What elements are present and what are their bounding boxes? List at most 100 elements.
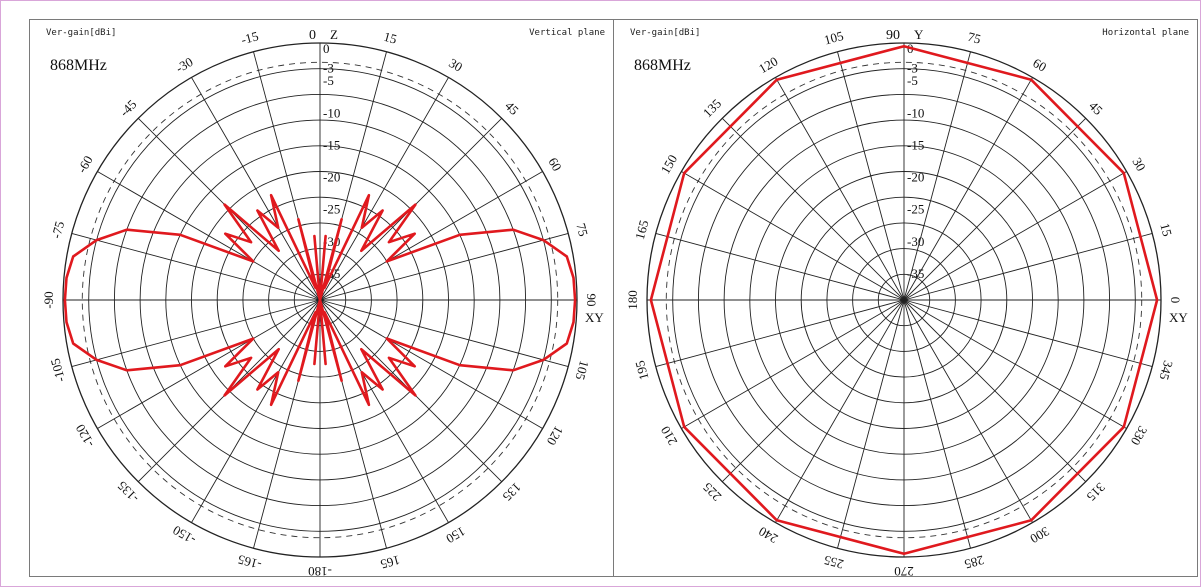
ylabel-left: Ver-gain[dBi] xyxy=(46,28,117,38)
angle-tick-label: -15 xyxy=(239,28,260,47)
grid-spoke xyxy=(837,51,905,301)
horizontal-plane-panel: Ver-gain[dBi] Horizontal plane 868MHz 75… xyxy=(613,19,1198,579)
angle-tick-label: 30 xyxy=(446,55,465,74)
angle-tick-label: 165 xyxy=(632,218,652,241)
angle-tick-label: 135 xyxy=(700,96,724,120)
angle-tick-label: 150 xyxy=(657,152,680,176)
radial-tick-label: -10 xyxy=(907,105,924,120)
axis-top-label: 0 xyxy=(309,28,316,43)
angle-tick-label: 120 xyxy=(544,424,567,448)
grid-spoke xyxy=(903,299,971,549)
angle-tick-label: -90 xyxy=(41,291,56,308)
grid-spoke xyxy=(191,77,321,301)
angle-tick-label: -120 xyxy=(72,422,97,450)
angle-tick-label: 45 xyxy=(502,98,522,118)
angle-tick-label: 255 xyxy=(822,552,845,572)
angle-tick-label: 195 xyxy=(632,359,652,382)
grid-spoke xyxy=(319,233,569,301)
grid-spoke xyxy=(191,299,321,523)
angle-tick-label: 105 xyxy=(572,359,592,382)
grid-spoke xyxy=(721,117,905,301)
angle-tick-label: -45 xyxy=(117,97,140,120)
grid-spoke xyxy=(721,299,905,483)
radial-tick-label: -25 xyxy=(323,202,340,217)
radial-tick-label: -15 xyxy=(323,137,340,152)
plane-title-right: Horizontal plane xyxy=(1102,28,1189,38)
radial-tick-label: -20 xyxy=(323,170,340,185)
plane-title-left: Vertical plane xyxy=(529,28,605,38)
vertical-plane-panel: Ver-gain[dBi] Vertical plane 868MHz 15 30… xyxy=(29,19,614,579)
vertical-plane-polar-chart: 153045607590105120135150165-180-165-150-… xyxy=(41,27,604,579)
angle-tick-label: 330 xyxy=(1128,424,1151,448)
grid-spoke xyxy=(319,299,449,523)
grid-spoke xyxy=(903,299,1127,429)
angle-tick-label: -105 xyxy=(47,357,68,384)
grid-spoke xyxy=(319,299,543,429)
angle-tick-label: 75 xyxy=(573,222,591,238)
axis-top-letter: Y xyxy=(914,27,924,42)
grid-spoke xyxy=(903,233,1153,301)
angle-tick-label: 285 xyxy=(963,552,986,572)
angle-tick-label: -75 xyxy=(48,219,67,240)
grid-spoke xyxy=(903,299,1033,523)
grid-spoke xyxy=(903,299,1153,367)
angle-tick-label: -180 xyxy=(308,564,332,579)
grid-spoke xyxy=(97,171,321,301)
grid-spoke xyxy=(681,299,905,429)
angle-tick-label: 90 xyxy=(584,294,599,307)
grid-spoke xyxy=(681,171,905,301)
radial-tick-label: -3 xyxy=(907,60,918,75)
angle-tick-label: 270 xyxy=(894,564,914,579)
radial-tick-label: -10 xyxy=(323,105,340,120)
angle-tick-label: 165 xyxy=(379,552,402,572)
axis-right-letter: XY xyxy=(1169,310,1188,325)
grid-spoke xyxy=(903,117,1087,301)
grid-spoke xyxy=(71,233,321,301)
grid-spoke xyxy=(837,299,905,549)
axis-top-letter: Z xyxy=(330,27,338,42)
axis-top-label: 90 xyxy=(886,28,900,43)
grid-spoke xyxy=(319,77,449,301)
angle-tick-label: 225 xyxy=(700,480,724,504)
angle-tick-label: 315 xyxy=(1084,480,1108,504)
gain-pattern-curve xyxy=(649,44,1159,556)
radial-tick-label: -5 xyxy=(323,73,334,88)
radial-tick-label: -3 xyxy=(323,60,334,75)
angle-tick-label: -135 xyxy=(114,478,141,505)
angle-tick-label: 75 xyxy=(966,29,982,47)
angle-tick-label: 150 xyxy=(444,524,468,547)
angle-tick-label: 30 xyxy=(1129,155,1148,174)
grid-spoke xyxy=(319,299,569,367)
grid-spoke xyxy=(775,77,905,301)
horizontal-plane-polar-chart: 7560453015034533031530028527025524022521… xyxy=(625,27,1188,579)
radial-tick-label: 0 xyxy=(323,41,330,56)
frequency-label-left: 868MHz xyxy=(50,57,107,74)
angle-tick-label: 0 xyxy=(1168,297,1183,304)
radial-tick-label: -30 xyxy=(907,234,924,249)
grid-spoke xyxy=(903,171,1127,301)
grid-spoke xyxy=(655,299,905,367)
radial-tick-label: -5 xyxy=(907,73,918,88)
frequency-label-right: 868MHz xyxy=(634,57,691,74)
radial-tick-label: -20 xyxy=(907,170,924,185)
grid-spoke xyxy=(97,299,321,429)
angle-tick-label: 15 xyxy=(1157,222,1175,238)
angle-tick-label: 45 xyxy=(1086,98,1106,118)
angle-tick-label: 210 xyxy=(657,424,680,448)
angle-tick-label: -165 xyxy=(236,552,263,573)
angle-tick-label: 300 xyxy=(1028,524,1052,547)
angle-tick-label: -30 xyxy=(173,54,196,76)
grid-spoke xyxy=(903,299,1087,483)
gain-pattern-curve xyxy=(63,193,577,407)
radial-tick-label: -25 xyxy=(907,202,924,217)
angle-tick-label: 60 xyxy=(545,155,564,174)
angle-tick-label: 345 xyxy=(1156,359,1176,382)
grid-spoke xyxy=(775,299,905,523)
axis-right-letter: XY xyxy=(585,310,604,325)
angle-tick-label: 240 xyxy=(756,524,780,547)
angle-tick-label: 60 xyxy=(1030,55,1049,74)
angle-tick-label: 15 xyxy=(382,29,398,47)
grid-spoke xyxy=(71,299,321,367)
angle-tick-label: -150 xyxy=(170,523,198,548)
grid-spoke xyxy=(319,171,543,301)
